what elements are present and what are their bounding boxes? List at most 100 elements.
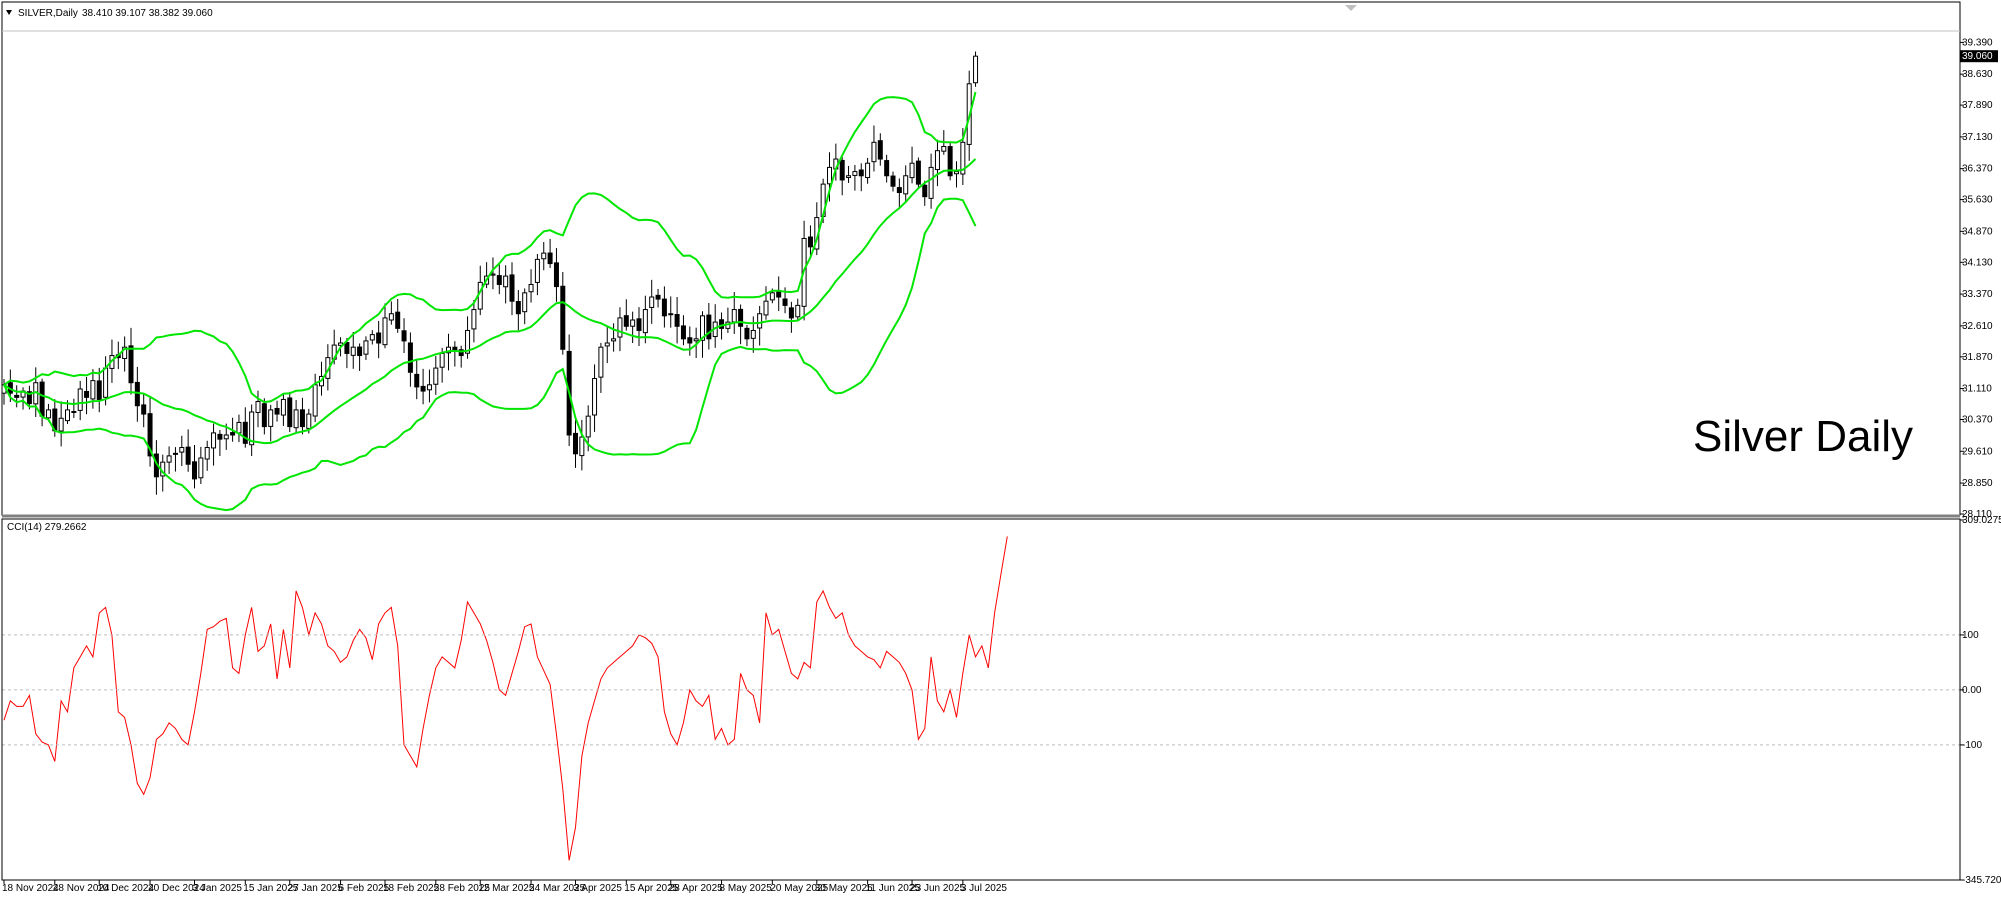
- candle: [757, 305, 763, 346]
- candle: [185, 429, 191, 472]
- candle-body-down: [687, 337, 693, 344]
- candle-body-down: [947, 146, 953, 177]
- time-axis-label: 3 Jan 2025: [193, 883, 243, 894]
- candle-body-down: [299, 409, 305, 428]
- candle: [14, 385, 20, 408]
- candle: [471, 299, 477, 343]
- dropdown-triangle-icon[interactable]: [6, 10, 12, 15]
- candle-body-up: [465, 329, 471, 354]
- time-axis-label: 28 Feb 2025: [434, 883, 491, 894]
- price-panel[interactable]: [1, 51, 979, 512]
- candle: [179, 435, 185, 467]
- candle-body-up: [852, 171, 858, 176]
- candle: [433, 356, 439, 395]
- candle-body-up: [268, 409, 274, 427]
- candle-body-up: [179, 447, 185, 453]
- candle: [553, 248, 559, 302]
- candle-body-up: [750, 329, 756, 339]
- time-axis-label: 28 Nov 2024: [53, 883, 110, 894]
- time-axis-label: 18 Nov 2024: [2, 883, 59, 894]
- candle-body-down: [242, 421, 248, 444]
- candle: [903, 165, 909, 202]
- candle-body-up: [363, 340, 369, 355]
- candle-body-up: [388, 313, 394, 321]
- candle: [712, 304, 718, 348]
- candle: [496, 263, 502, 295]
- candle: [211, 423, 217, 466]
- shift-marker-icon[interactable]: [1345, 5, 1357, 11]
- candle: [255, 390, 261, 428]
- candle-body-up: [426, 384, 432, 391]
- candle: [738, 304, 744, 345]
- candle-body-down: [128, 345, 134, 384]
- candle: [541, 242, 547, 271]
- candle: [604, 326, 610, 364]
- candle: [547, 238, 553, 268]
- candle-body-up: [598, 346, 604, 378]
- candle-body-up: [871, 141, 877, 163]
- candle-body-up: [439, 352, 445, 368]
- candle-body-down: [884, 160, 890, 177]
- candle: [814, 202, 820, 256]
- price-axis-label: 34.870: [1962, 226, 1993, 237]
- candle: [649, 279, 655, 324]
- candle: [369, 330, 375, 345]
- time-axis-label: 15 Apr 2025: [624, 883, 678, 894]
- candle-body-up: [649, 296, 655, 308]
- candle: [623, 299, 629, 331]
- candle-body-down: [96, 380, 102, 400]
- candle-body-up: [446, 346, 451, 354]
- candle-body-up: [846, 175, 852, 179]
- cci-axis-label: -345.7200: [1962, 875, 2001, 886]
- candle-body-down: [192, 461, 197, 480]
- candle: [668, 296, 674, 328]
- time-axis-label: 6 Feb 2025: [339, 883, 390, 894]
- candle-body-up: [700, 315, 705, 341]
- candle: [153, 440, 159, 495]
- candle: [915, 157, 921, 189]
- candle: [617, 307, 623, 352]
- price-axis-label: 33.370: [1962, 289, 1993, 300]
- time-axis-label: 23 Jun 2025: [910, 883, 965, 894]
- bollinger-lower-line: [3, 197, 977, 512]
- candle-body-down: [141, 404, 147, 415]
- candle: [655, 288, 661, 308]
- candle: [217, 430, 223, 456]
- candle: [776, 276, 782, 312]
- current-price-box: [1960, 50, 1998, 63]
- candle-body-down: [147, 413, 153, 457]
- candle-body-up: [280, 398, 286, 416]
- candle-body-down: [407, 342, 413, 373]
- cci-axis-label: -100: [1962, 740, 1982, 751]
- candle: [407, 332, 413, 387]
- candle-body-down: [134, 381, 140, 407]
- candle: [573, 417, 578, 468]
- candle: [661, 286, 667, 328]
- candle: [293, 400, 299, 433]
- candle-body-down: [680, 325, 686, 340]
- symbol-label: SILVER,Daily: [18, 8, 78, 19]
- candle-body-down: [26, 391, 32, 405]
- candle: [509, 262, 515, 316]
- candle: [192, 444, 197, 489]
- candle: [242, 407, 248, 448]
- cci-panel[interactable]: [3, 536, 1008, 861]
- candle-body-up: [592, 378, 598, 416]
- candle: [852, 164, 858, 191]
- cci-panel-frame: [1, 518, 1961, 881]
- cci-axis-label: 309.0275: [1962, 515, 2001, 526]
- candle: [90, 369, 96, 409]
- candle-body-down: [560, 285, 566, 350]
- candle: [458, 345, 464, 368]
- candle-body-down: [14, 394, 20, 398]
- time-axis-label: 3 Jul 2025: [961, 883, 1008, 894]
- candle-body-down: [496, 275, 502, 285]
- candle-body-up: [611, 338, 617, 342]
- candle-body-down: [661, 298, 667, 317]
- candle-body-down: [84, 390, 90, 398]
- candle: [896, 178, 902, 210]
- price-axis-label: 34.130: [1962, 257, 1993, 268]
- candle: [236, 414, 242, 443]
- candle-body-down: [509, 274, 515, 302]
